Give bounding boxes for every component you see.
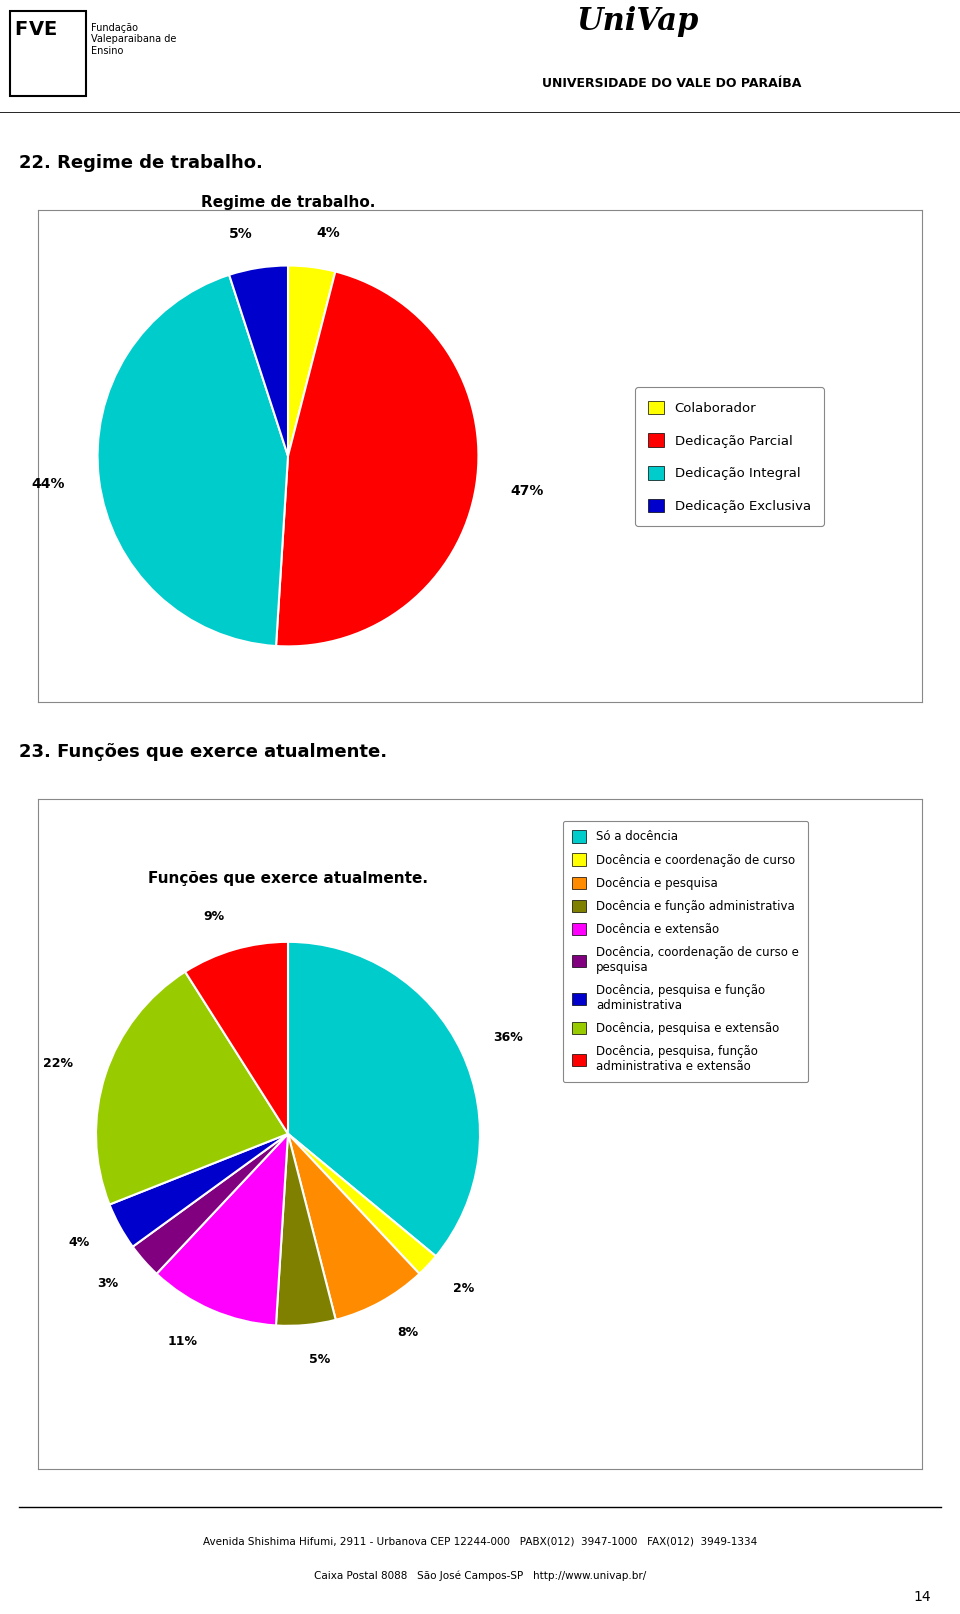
Wedge shape [288, 1133, 436, 1273]
Text: 4%: 4% [316, 226, 340, 240]
Text: V: V [29, 21, 44, 39]
Title: Regime de trabalho.: Regime de trabalho. [201, 195, 375, 210]
Legend: Colaborador, Dedicação Parcial, Dedicação Integral, Dedicação Exclusiva: Colaborador, Dedicação Parcial, Dedicaçã… [636, 387, 824, 526]
Wedge shape [156, 1133, 288, 1325]
Text: 9%: 9% [204, 910, 225, 923]
Text: 5%: 5% [229, 228, 252, 240]
Text: 3%: 3% [97, 1277, 118, 1290]
Text: E: E [43, 21, 57, 39]
Text: UniVap: UniVap [576, 5, 698, 37]
Title: Funções que exerce atualmente.: Funções que exerce atualmente. [148, 870, 428, 886]
Text: 36%: 36% [493, 1031, 523, 1044]
Wedge shape [276, 271, 478, 646]
Wedge shape [132, 1133, 288, 1273]
Text: 23. Funções que exerce atualmente.: 23. Funções que exerce atualmente. [19, 742, 387, 762]
Text: 47%: 47% [510, 484, 543, 499]
Text: Caixa Postal 8088   São José Campos-SP   http://www.univap.br/: Caixa Postal 8088 São José Campos-SP htt… [314, 1570, 646, 1580]
FancyBboxPatch shape [10, 11, 86, 95]
Text: UNIVERSIDADE DO VALE DO PARAÍBA: UNIVERSIDADE DO VALE DO PARAÍBA [542, 77, 802, 90]
Text: Avenida Shishima Hifumi, 2911 - Urbanova CEP 12244-000   PABX(012)  3947-1000   : Avenida Shishima Hifumi, 2911 - Urbanova… [203, 1537, 757, 1546]
Text: F: F [14, 21, 28, 39]
Text: 14: 14 [914, 1590, 931, 1604]
Wedge shape [229, 266, 288, 457]
Text: 2%: 2% [453, 1283, 474, 1296]
Wedge shape [288, 266, 335, 457]
Wedge shape [109, 1133, 288, 1246]
Wedge shape [288, 1133, 420, 1320]
Wedge shape [288, 943, 480, 1256]
Text: 8%: 8% [397, 1325, 419, 1340]
Text: 5%: 5% [309, 1353, 330, 1365]
Wedge shape [96, 972, 288, 1204]
Legend: Só a docência, Docência e coordenação de curso, Docência e pesquisa, Docência e : Só a docência, Docência e coordenação de… [563, 822, 808, 1083]
Text: Fundação
Valeparaibana de
Ensino: Fundação Valeparaibana de Ensino [91, 23, 177, 56]
Wedge shape [276, 1133, 336, 1325]
Text: 22%: 22% [42, 1057, 73, 1070]
Text: 22. Regime de trabalho.: 22. Regime de trabalho. [19, 153, 263, 173]
Text: 4%: 4% [68, 1236, 89, 1249]
Wedge shape [98, 274, 288, 646]
Text: 44%: 44% [32, 478, 65, 491]
Wedge shape [185, 943, 288, 1133]
Text: 11%: 11% [168, 1335, 198, 1348]
